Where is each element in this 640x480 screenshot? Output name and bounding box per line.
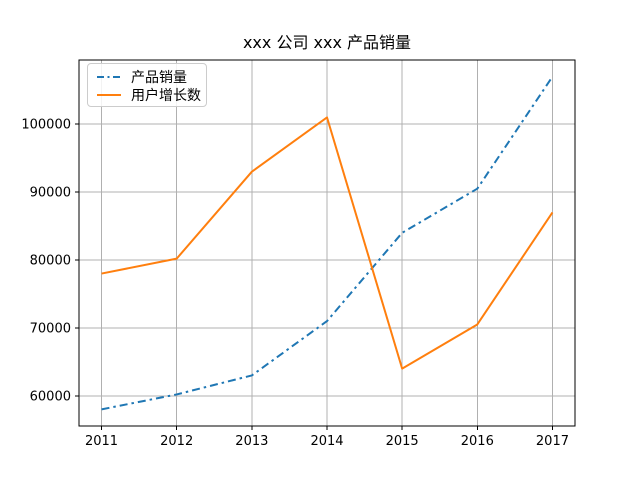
chart-title: xxx 公司 xxx 产品销量 (242, 33, 412, 52)
x-tick-label: 2012 (160, 434, 193, 449)
x-tick-label: 2016 (461, 434, 494, 449)
y-tick-label: 80000 (30, 253, 71, 268)
y-tick-label: 70000 (30, 321, 71, 336)
legend-label-product-sales: 产品销量 (131, 70, 187, 86)
legend-item-user-growth: 用户增长数 (96, 86, 201, 104)
x-tick-label: 2011 (85, 434, 118, 449)
legend-item-product-sales: 产品销量 (96, 68, 198, 86)
x-tick-label: 2017 (536, 434, 569, 449)
x-tick-label: 2014 (310, 434, 343, 449)
legend: 产品销量 用户增长数 (87, 63, 207, 107)
dashdot-line-icon (97, 76, 121, 78)
x-tick-label: 2015 (386, 434, 419, 449)
y-tick-label: 90000 (30, 186, 71, 201)
y-tick-label: 60000 (30, 389, 71, 404)
x-tick-label: 2013 (235, 434, 268, 449)
legend-label-user-growth: 用户增长数 (131, 88, 201, 104)
series-line-0 (101, 76, 554, 411)
series-line-1 (101, 116, 554, 370)
y-tick-label: 100000 (21, 118, 71, 133)
solid-line-icon (97, 94, 121, 96)
